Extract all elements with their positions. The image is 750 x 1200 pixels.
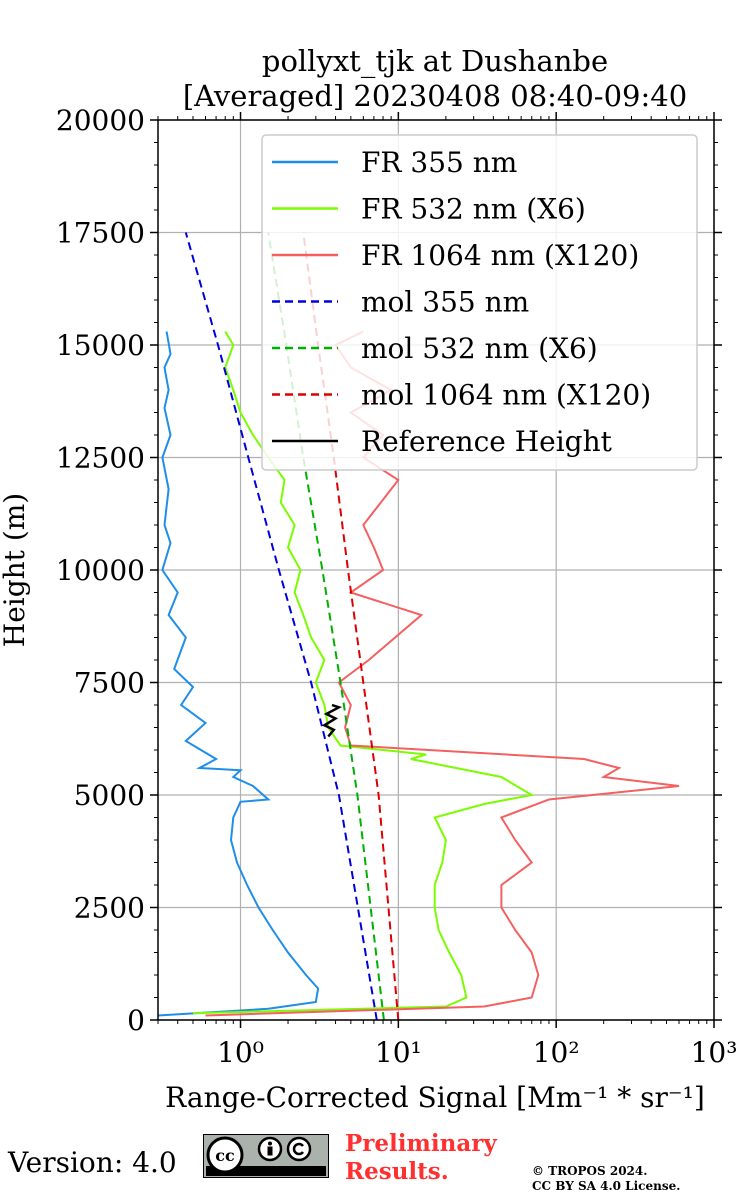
preliminary-results-note: Preliminary Results. (345, 1130, 497, 1186)
y-tick-label: 2500 (74, 892, 145, 925)
sa-label: SA (292, 1168, 306, 1178)
chart-subtitle: [Averaged] 20230408 08:40-09:40 (183, 79, 687, 113)
version-label: Version: 4.0 (8, 1146, 177, 1179)
legend-label: mol 1064 nm (X120) (361, 379, 651, 412)
chart-title: pollyxt_tjk at Dushanbe (262, 44, 608, 79)
preliminary-line-1: Preliminary (345, 1130, 497, 1157)
y-tick-label: 7500 (74, 667, 145, 700)
y-tick-label: 20000 (56, 104, 145, 137)
y-axis-label: Height (m) (0, 493, 31, 647)
cc-logo-text: cc (215, 1146, 235, 1165)
series-line-reference-height (321, 703, 343, 738)
copyright-line-2: CC BY SA 4.0 License. (532, 1179, 681, 1193)
y-tick-label: 0 (127, 1004, 145, 1037)
y-tick-label: 10000 (56, 554, 145, 587)
legend-label: FR 355 nm (361, 146, 517, 179)
y-tick-label: 5000 (74, 779, 145, 812)
x-tick-label: 10³ (691, 1036, 738, 1069)
copyright-line-1: © TROPOS 2024. (532, 1164, 648, 1178)
legend-label: FR 532 nm (X6) (361, 193, 586, 226)
x-tick-label: 10² (533, 1036, 580, 1069)
copyright-note: © TROPOS 2024. CC BY SA 4.0 License. (532, 1164, 680, 1194)
sa-share-alike-icon (286, 1136, 312, 1162)
by-person-head (268, 1141, 272, 1146)
legend-box (261, 134, 698, 471)
x-tick-label: 10⁰ (217, 1036, 264, 1069)
legend-label: mol 532 nm (X6) (361, 332, 598, 365)
legend-label: Reference Height (361, 425, 613, 458)
legend-label: FR 1064 nm (X120) (361, 239, 639, 272)
legend-label: mol 355 nm (361, 286, 529, 319)
y-tick-label: 17500 (56, 217, 145, 250)
cc-logo-icon (206, 1136, 244, 1174)
cc-license-badge[interactable]: cc BY SA (203, 1134, 329, 1178)
sa-arrow (292, 1142, 304, 1156)
by-label: BY (263, 1168, 277, 1178)
series-line-fr-355-nm (157, 331, 320, 1017)
series-line-mol-355-nm (184, 232, 378, 1021)
y-tick-label: 15000 (56, 329, 145, 362)
preliminary-line-2: Results. (345, 1158, 449, 1185)
by-person-body (267, 1146, 273, 1156)
x-axis-label: Range-Corrected Signal [Mm⁻¹ * sr⁻¹] (165, 1081, 705, 1114)
y-tick-label: 12500 (56, 442, 145, 475)
x-tick-label: 10¹ (375, 1036, 422, 1069)
legend: FR 355 nm FR 532 nm (X6) FR 1064 nm (X120)… (261, 134, 698, 471)
axis-ticks: 0 2500 5000 7500 10000 12500 15000 17500 20000 10… (56, 104, 738, 1069)
lidar-signal-chart: pollyxt_tjk at Dushanbe [Averaged] 20230… (0, 44, 738, 1114)
